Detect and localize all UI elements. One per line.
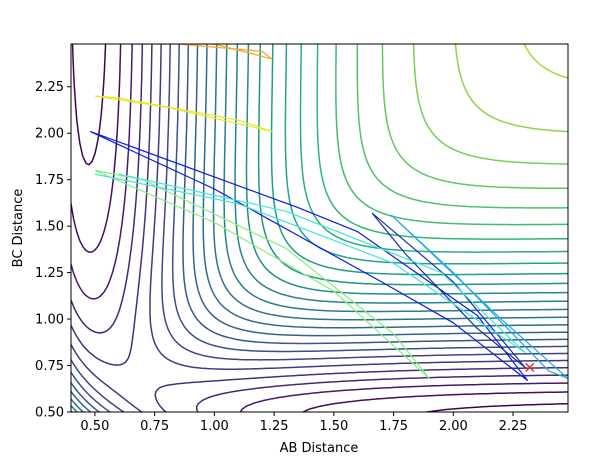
contour-line [335, 44, 568, 226]
contour-line [71, 44, 568, 412]
trajectory-lines [89, 44, 568, 381]
y-tick-label: 2.00 [35, 127, 64, 142]
contour-line [71, 44, 568, 412]
contour-line [71, 44, 568, 412]
marker-layer [525, 362, 535, 372]
contour-line [316, 44, 568, 240]
contour-line [270, 44, 568, 276]
contour-line [71, 44, 568, 412]
contour-line [71, 44, 568, 412]
trajectory-line [390, 214, 568, 380]
trajectory-line [371, 212, 526, 368]
contour-line [381, 44, 568, 190]
x-marker [525, 362, 535, 372]
x-tick-label: 2.00 [439, 419, 468, 434]
contour-line [257, 44, 568, 286]
x-axis-label: AB Distance [280, 441, 359, 456]
trajectory-line [133, 44, 273, 60]
y-tick-label: 1.25 [35, 266, 64, 281]
plot-frame [70, 43, 569, 413]
trajectory-line [94, 95, 273, 132]
x-tick-label: 1.00 [200, 419, 229, 434]
contour-line [523, 44, 568, 79]
contour-line [284, 44, 568, 265]
x-tick-label: 2.25 [499, 419, 528, 434]
contour-line [71, 44, 568, 412]
y-tick-label: 1.50 [35, 220, 64, 235]
y-tick-label: 1.75 [35, 173, 64, 188]
contour-line [245, 44, 568, 295]
x-tick-label: 1.25 [260, 419, 289, 434]
y-tick-label: 0.75 [35, 359, 64, 374]
y-tick-label: 2.25 [35, 80, 64, 95]
contour-line [356, 44, 568, 209]
contour-line [71, 44, 568, 412]
contour-line [412, 44, 568, 165]
contour-line [454, 44, 568, 133]
x-tick-label: 1.75 [379, 419, 408, 434]
contour-line [71, 44, 568, 412]
trajectory-line [94, 173, 526, 354]
y-axis-label: BC Distance [11, 189, 26, 268]
x-tick-label: 0.75 [140, 419, 169, 434]
contour-line [71, 44, 568, 412]
contour-lines [71, 44, 568, 412]
x-tick-label: 1.50 [319, 419, 348, 434]
y-tick-label: 0.50 [35, 406, 64, 421]
plot-background [71, 44, 568, 412]
trajectory-line [89, 130, 528, 381]
trajectory-line [94, 169, 430, 380]
x-axis-ticks: 0.50 0.75 1.00 1.25 1.50 1.75 2.00 2.25 [80, 412, 528, 434]
y-axis-ticks: 0.50 0.75 1.00 1.25 1.50 1.75 2.00 2.25 [35, 80, 71, 421]
contour-line [71, 44, 568, 412]
contour-line [71, 44, 568, 412]
y-tick-label: 1.00 [35, 313, 64, 328]
x-tick-label: 0.50 [80, 419, 109, 434]
contour-line [71, 44, 568, 412]
